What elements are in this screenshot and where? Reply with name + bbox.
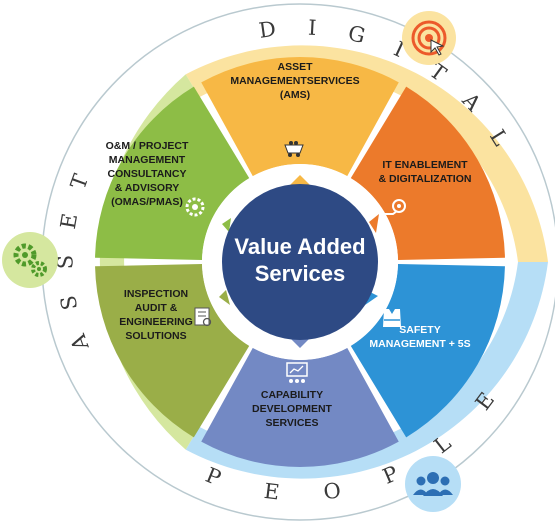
hand-gear-icon	[383, 199, 406, 215]
asset-ring-label-letter: S	[56, 294, 82, 312]
target-cursor-icon	[411, 20, 447, 56]
digital-ring-label-letter: D	[257, 17, 277, 43]
gears-icon	[13, 243, 47, 277]
asset-ring-label-letter: S	[54, 255, 78, 269]
arrow-lower-left	[219, 290, 230, 305]
presentation-board-icon	[286, 362, 308, 383]
digital-ring-label-letter: G	[346, 21, 368, 48]
asset-ring-label-letter: A	[65, 330, 93, 354]
consultancy-gear-icon	[185, 197, 205, 217]
people-ring-arc	[185, 262, 548, 479]
people-ring-label-letter: P	[379, 461, 401, 489]
segment-ams-label: ASSET MANAGEMENTSERVICES (AMS)	[230, 61, 359, 101]
people-ring-label-letter: O	[322, 478, 342, 504]
segment-om-project-label: O&M / PROJECT MANAGEMENT CONSULTANCY & ADVI…	[106, 140, 189, 208]
arrow-left	[222, 218, 231, 232]
segment-ams	[201, 57, 399, 177]
segment-safety-label: SAFETY MANAGEMENT + 5S	[369, 324, 470, 350]
people-group-icon	[413, 472, 453, 496]
center-circle	[222, 184, 378, 340]
mining-cart-icon	[284, 141, 304, 157]
safety-vest-icon	[383, 309, 401, 327]
digital-badge	[402, 11, 456, 65]
center-title-line1: Value Added	[234, 234, 365, 259]
digital-ring-arc	[185, 45, 548, 262]
inspection-report-icon	[194, 307, 212, 327]
people-ring-label-letter: E	[263, 479, 281, 505]
segment-om-project	[95, 86, 250, 260]
segment-it-digital-label: IT ENABLEMENT & DIGITALIZATION	[379, 159, 472, 185]
center-title-line2: Services	[255, 261, 346, 286]
segment-capability-label: CAPABILITY DEVELOPMENT SERVICES	[252, 389, 333, 429]
segment-safety	[350, 264, 505, 438]
segment-capability	[201, 347, 399, 467]
digital-ring-label-letter: I	[308, 16, 318, 40]
people-ring-label-letter: P	[202, 463, 224, 491]
segment-inspection-label: INSPECTION AUDIT & ENGINEERING SOLUTIONS	[119, 288, 193, 342]
asset-badge	[2, 232, 58, 288]
arrow-right	[369, 214, 379, 233]
segment-it-digital	[350, 86, 505, 260]
segment-inspection	[95, 264, 250, 438]
asset-ring-label-letter: E	[56, 212, 82, 231]
people-badge	[405, 456, 461, 512]
asset-ring-label-letter: T	[66, 171, 93, 192]
arrow-top	[288, 175, 312, 187]
